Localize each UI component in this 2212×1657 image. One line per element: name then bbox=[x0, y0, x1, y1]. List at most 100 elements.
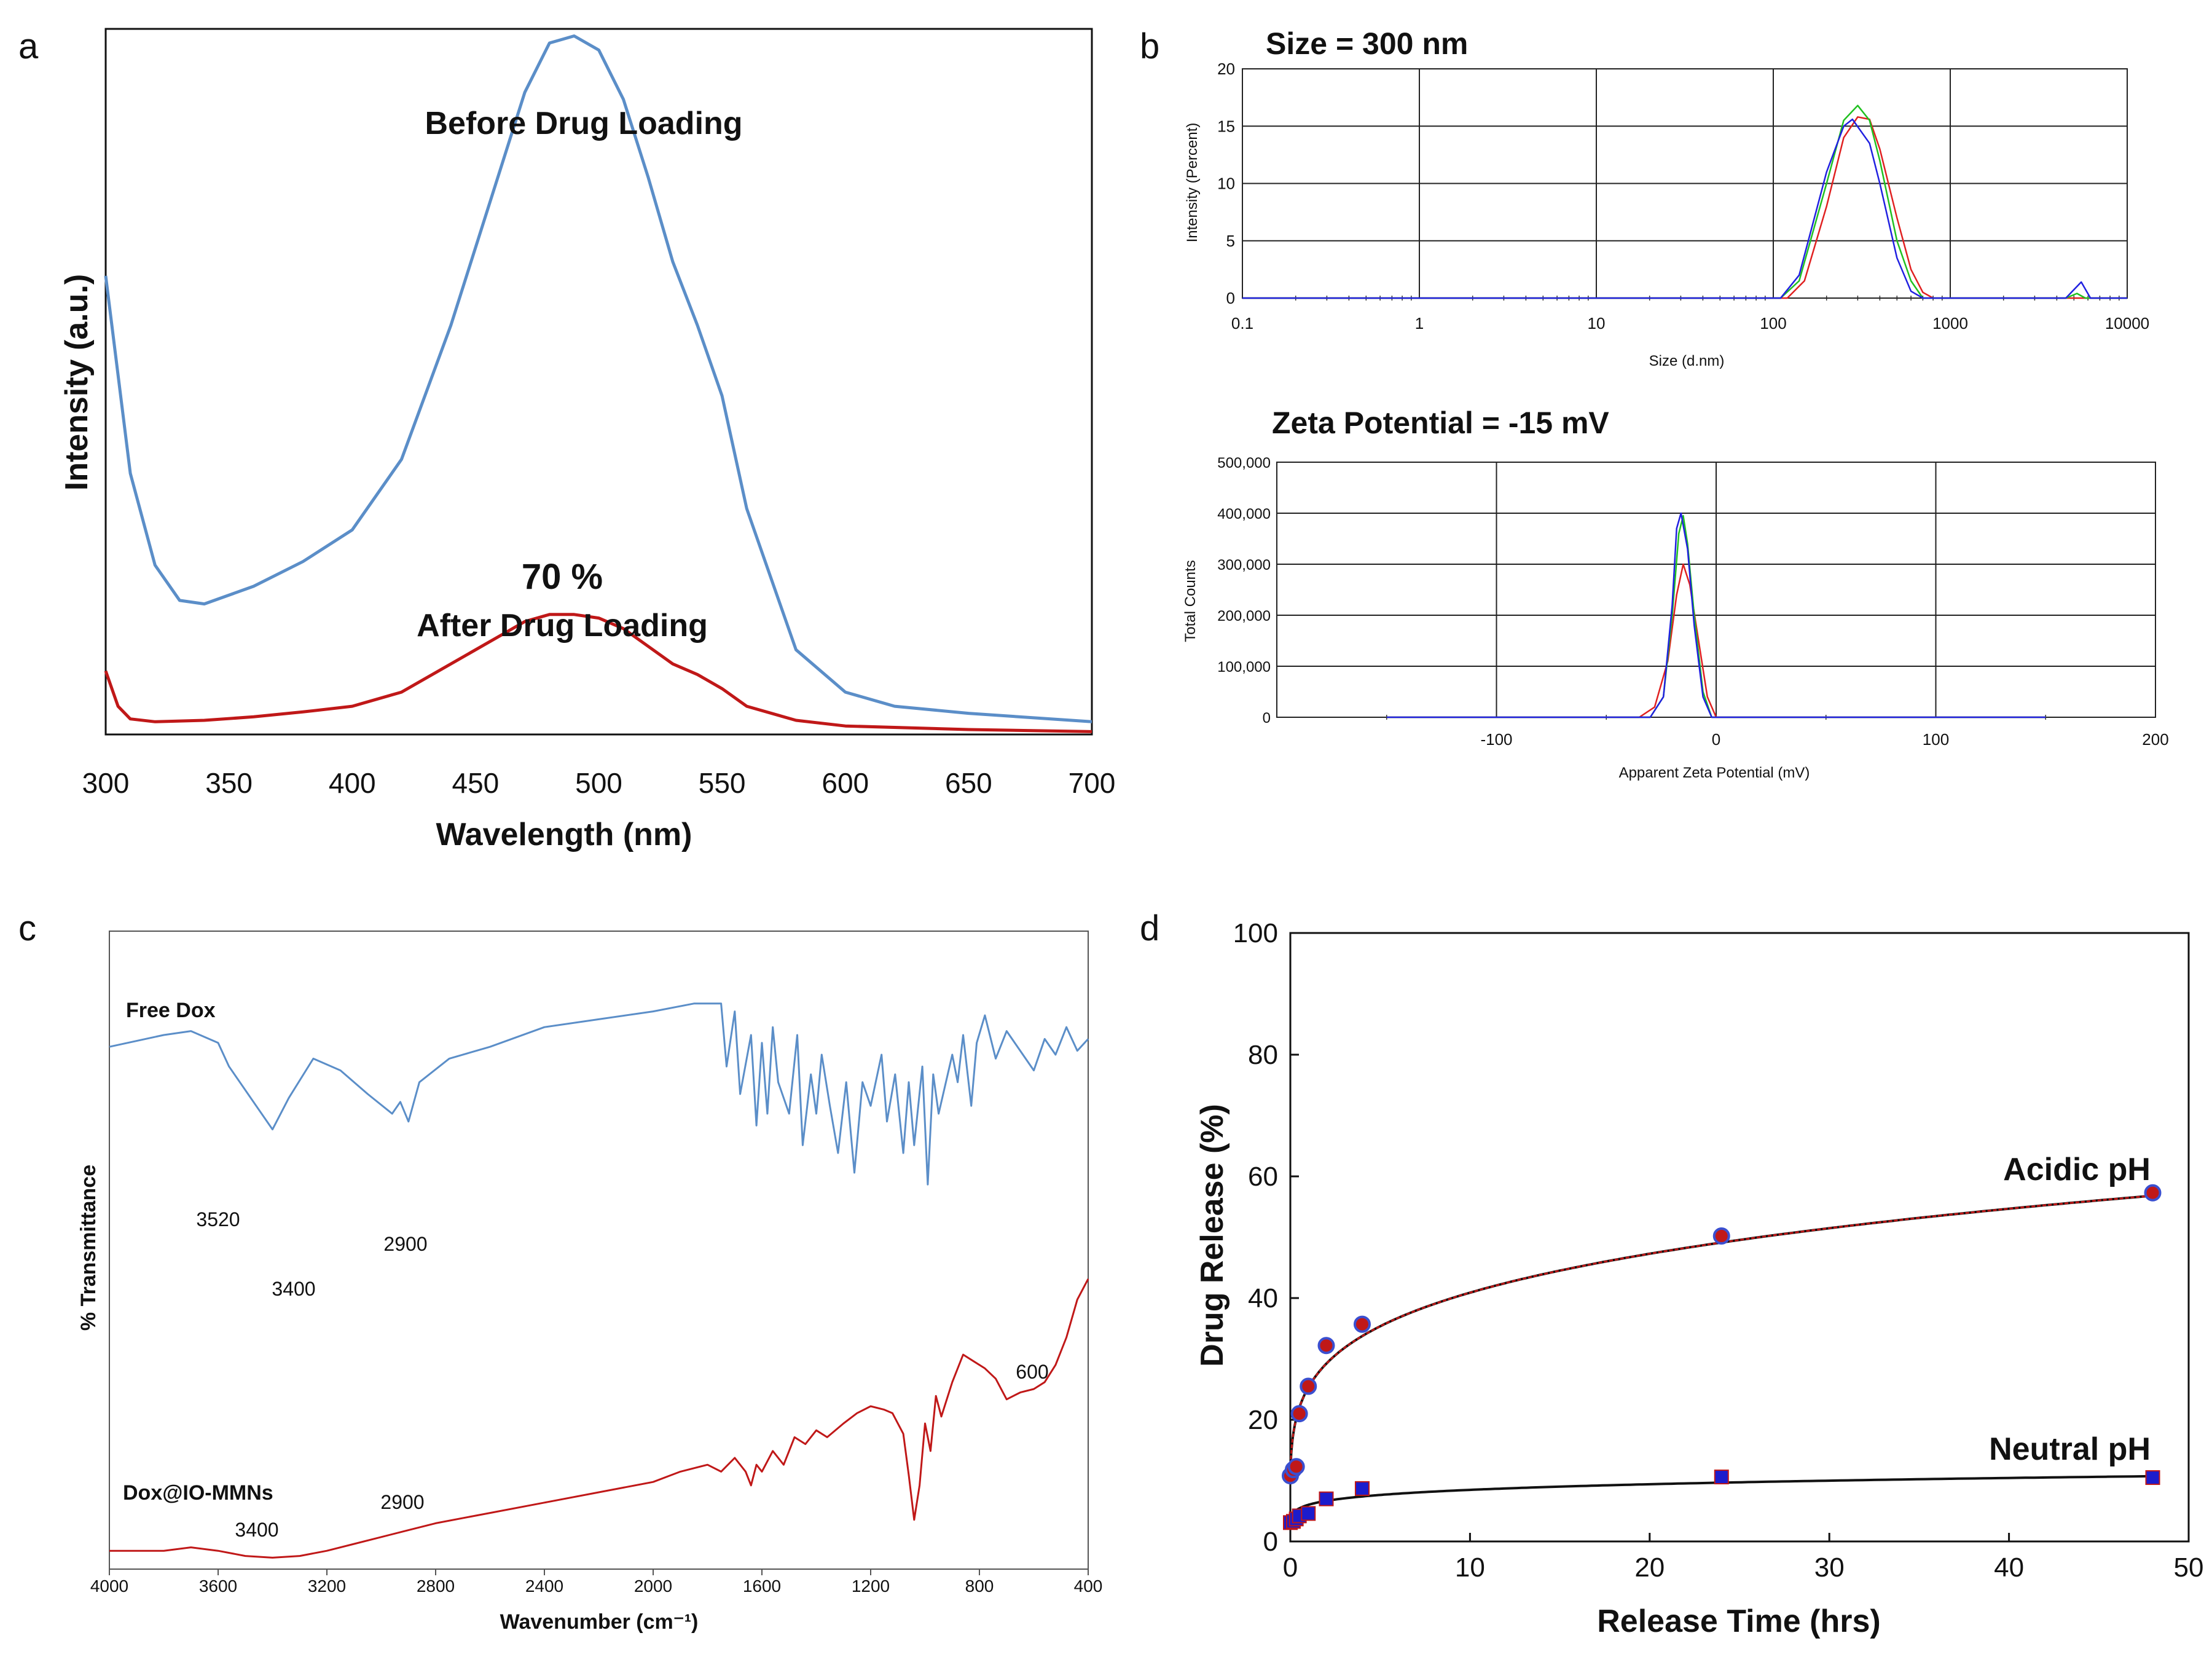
panel-d-xtick-label: 20 bbox=[1634, 1553, 1665, 1583]
panel-a-xtick-label: 450 bbox=[452, 767, 500, 799]
panel-b-zeta-series-1 bbox=[1386, 563, 2046, 718]
panel-a-chart: 300 350 400 450 500 550 600 650 700 Before Drug … bbox=[59, 28, 1116, 852]
panel-b-size-xtick-label: 100 bbox=[1760, 314, 1786, 333]
panel-c-peak-2900-b: 2900 bbox=[380, 1491, 424, 1513]
panel-b-zeta-ytick-label: 300,000 bbox=[1217, 557, 1271, 573]
panel-a-xtick-label: 600 bbox=[822, 767, 869, 799]
panel-d-ytick-label: 100 bbox=[1233, 918, 1278, 948]
panel-d-ytick-label: 40 bbox=[1248, 1283, 1278, 1313]
panel-b-size-series-1 bbox=[1242, 116, 2127, 299]
panel-b-size-ytick-label: 20 bbox=[1217, 60, 1235, 78]
panel-c-xtick-label: 2800 bbox=[417, 1576, 455, 1596]
panel-d-xtick-label: 30 bbox=[1814, 1553, 1845, 1583]
panel-a-xtick-label: 650 bbox=[945, 767, 992, 799]
panel-letter-b: b bbox=[1140, 26, 1159, 66]
panel-b-zeta-ylabel: Total Counts bbox=[1182, 560, 1199, 642]
panel-c-peak-600: 600 bbox=[1016, 1361, 1048, 1383]
panel-b-size-series-2 bbox=[1242, 104, 2127, 299]
panel-d-ytick-label: 20 bbox=[1248, 1405, 1278, 1435]
panel-b-zeta-ytick-label: 200,000 bbox=[1217, 608, 1271, 624]
panel-c-xtick-label: 2000 bbox=[634, 1576, 672, 1596]
panel-a-plot-frame bbox=[104, 28, 1093, 736]
panel-b-zeta-series-3 bbox=[1386, 512, 2046, 718]
panel-b-size-xtick-label: 0.1 bbox=[1231, 314, 1253, 333]
panel-b-size-ytick-label: 0 bbox=[1226, 289, 1235, 307]
panel-b-zeta-ytick-label: 0 bbox=[1263, 710, 1271, 726]
panel-c-xtick-label: 3600 bbox=[199, 1576, 237, 1596]
panel-c-plot-frame bbox=[109, 931, 1089, 1570]
panel-a-xtick-label: 500 bbox=[575, 767, 622, 799]
panel-c-xtick-label: 400 bbox=[1074, 1576, 1103, 1596]
panel-b-zeta-title: Zeta Potential = -15 mV bbox=[1272, 406, 1609, 440]
panel-a-xtick-label: 550 bbox=[699, 767, 746, 799]
panel-b-size-xtick-label: 10000 bbox=[2105, 314, 2149, 333]
panel-a-ylabel: Intensity (a.u.) bbox=[59, 274, 95, 490]
panel-d-point-neutral bbox=[1301, 1506, 1316, 1521]
panel-d-point-acidic bbox=[1317, 1337, 1335, 1355]
panel-a-xlabel: Wavelength (nm) bbox=[436, 817, 692, 852]
panel-c-xtick-label: 3200 bbox=[308, 1576, 346, 1596]
panel-c-series-free-dox bbox=[109, 1002, 1089, 1186]
panel-d-ytick-label: 0 bbox=[1263, 1527, 1278, 1557]
panel-d-xlabel: Release Time (hrs) bbox=[1597, 1604, 1880, 1639]
panel-d-point-acidic bbox=[1290, 1405, 1308, 1423]
panel-c-label-dox-io: Dox@IO-MMNs bbox=[123, 1481, 273, 1505]
panel-d-point-neutral bbox=[2145, 1470, 2160, 1486]
panel-c-xlabel: Wavenumber (cm⁻¹) bbox=[500, 1610, 699, 1634]
panel-d-fit-neutral-base bbox=[1289, 1474, 2153, 1523]
panel-b-zeta-ytick-label: 400,000 bbox=[1217, 506, 1271, 522]
panel-b-size-ylabel: Intensity (Percent) bbox=[1184, 123, 1201, 243]
panel-c-peak-2900: 2900 bbox=[383, 1233, 427, 1255]
panel-d-point-acidic bbox=[2144, 1184, 2162, 1202]
panel-a-xtick-label: 700 bbox=[1069, 767, 1116, 799]
panel-a-series-before bbox=[104, 34, 1092, 723]
panel-a-xtick-label: 350 bbox=[205, 767, 253, 799]
panel-c-series-dox-io-mmns bbox=[109, 1278, 1089, 1559]
panel-d-label-acidic: Acidic pH bbox=[2003, 1152, 2151, 1187]
panel-b-size-xtick-label: 1 bbox=[1415, 314, 1424, 333]
panel-d-ylabel: Drug Release (%) bbox=[1194, 1104, 1230, 1367]
panel-c-peak-3520: 3520 bbox=[196, 1208, 240, 1230]
panel-d-xtick-label: 10 bbox=[1455, 1553, 1485, 1583]
panel-b-zeta-chart: Zeta Potential = -15 mV -100 0 100 200 0 100,… bbox=[1182, 406, 2169, 781]
panel-b-size-title: Size = 300 nm bbox=[1266, 26, 1468, 61]
panel-d-point-acidic bbox=[1300, 1377, 1317, 1395]
panel-a-label-percent: 70 % bbox=[522, 557, 603, 597]
panel-d-ytick-label: 60 bbox=[1248, 1162, 1278, 1192]
panel-a-xtick-label: 300 bbox=[82, 767, 130, 799]
panel-c-ylabel: % Transmittance bbox=[77, 1165, 100, 1331]
panel-b-zeta-xtick-label: 0 bbox=[1712, 730, 1720, 749]
panel-c-xtick-label: 1600 bbox=[743, 1576, 781, 1596]
panel-a-xtick-label: 400 bbox=[329, 767, 376, 799]
panel-b-size-xtick-label: 10 bbox=[1588, 314, 1606, 333]
panel-a-series-after bbox=[104, 613, 1092, 733]
panel-c-peak-3400-b: 3400 bbox=[235, 1519, 278, 1541]
panel-d-chart: 0 10 20 30 40 50 0 20 40 60 80 100 Acidic pH Neutra… bbox=[1194, 918, 2203, 1639]
panel-d-label-neutral: Neutral pH bbox=[1989, 1431, 2151, 1467]
panel-letter-d: d bbox=[1140, 908, 1159, 948]
panel-b-size-ytick-label: 15 bbox=[1217, 117, 1235, 135]
panel-b-size-chart: Size = 300 nm 0.1 1 10 100 1000 10000 0 5 10 15 20… bbox=[1184, 26, 2149, 369]
panel-c-chart: 4000 3600 3200 2800 2400 2000 1600 1200 800 400 F… bbox=[77, 931, 1102, 1634]
panel-b-size-xtick-label: 1000 bbox=[1932, 314, 1968, 333]
panel-letter-c: c bbox=[18, 908, 36, 948]
panel-letter-a: a bbox=[18, 26, 39, 66]
panel-d-xtick-label: 40 bbox=[1994, 1553, 2024, 1583]
panel-b-zeta-xlabel: Apparent Zeta Potential (mV) bbox=[1619, 765, 1810, 781]
panel-b-zeta-xtick-label: -100 bbox=[1480, 730, 1512, 749]
panel-a-label-before: Before Drug Loading bbox=[425, 106, 742, 141]
panel-c-peak-3400: 3400 bbox=[272, 1278, 315, 1300]
panel-b-zeta-ytick-label: 500,000 bbox=[1217, 455, 1271, 471]
panel-d-ytick-label: 80 bbox=[1248, 1040, 1278, 1070]
panel-c-xtick-label: 2400 bbox=[525, 1576, 563, 1596]
panel-c-xtick-label: 4000 bbox=[90, 1576, 128, 1596]
panel-c-xtick-label: 800 bbox=[965, 1576, 994, 1596]
panel-b-size-ytick-label: 10 bbox=[1217, 175, 1235, 193]
panel-d-xtick-label: 0 bbox=[1283, 1553, 1298, 1583]
panel-d-point-neutral bbox=[1319, 1491, 1334, 1506]
panel-d-point-neutral bbox=[1714, 1470, 1729, 1485]
panel-c-xtick-label: 1200 bbox=[852, 1576, 890, 1596]
panel-b-zeta-xtick-label: 100 bbox=[1923, 730, 1949, 749]
panel-d-point-neutral bbox=[1354, 1481, 1370, 1496]
